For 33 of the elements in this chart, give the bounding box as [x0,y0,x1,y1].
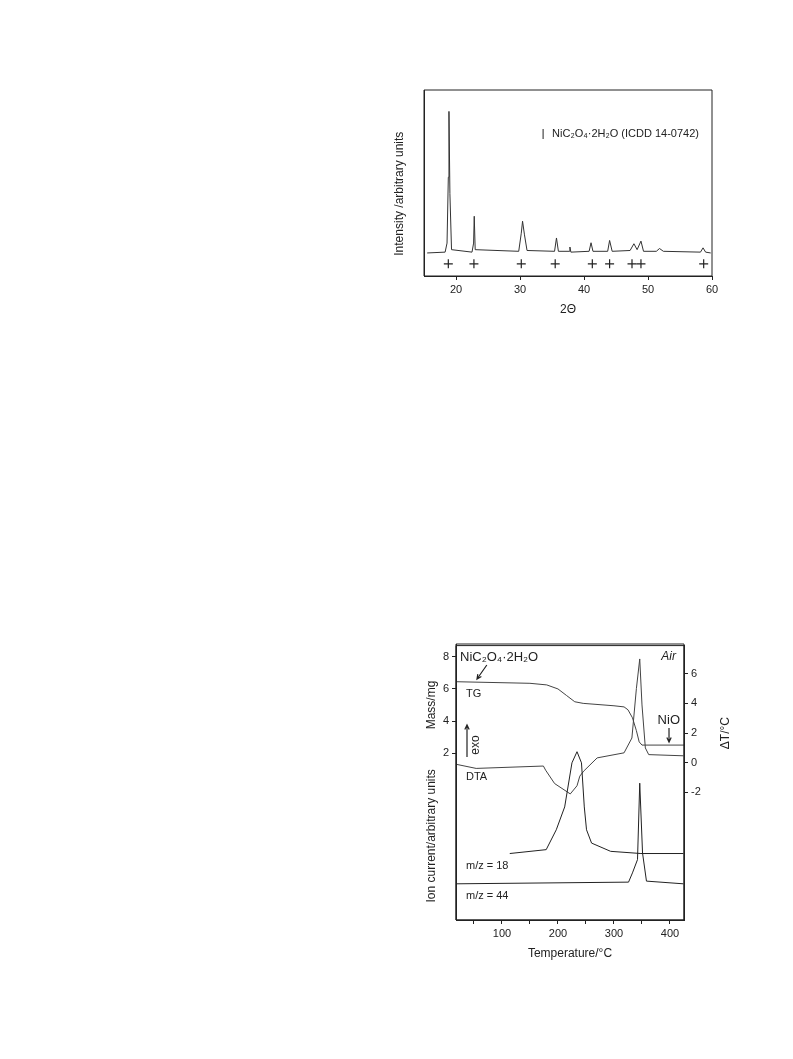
y-tick-label: 8 [442,649,449,662]
x-tick-label: 50 [641,282,655,295]
y2-tick-label: -2 [691,785,701,798]
x-tick-label: 60 [705,282,719,295]
x-tick-label: 100 [492,926,512,939]
y-axis-title: Intensity /arbitrary units [392,131,407,256]
y2-tick-label: 6 [691,666,698,679]
annotation: NiC₂O₄·2H₂O [460,648,539,664]
y-tick-label: 2 [442,746,449,759]
x-axis-title: Temperature/°C [527,946,613,961]
y-axis-title: Mass/mg [424,680,439,730]
series-label: TG [466,687,482,700]
x-tick-label: 200 [548,926,568,939]
y-axis-title: Ion current/arbitrary units [424,769,439,903]
x-tick-label: 400 [660,926,680,939]
series-label: m/z = 44 [466,889,509,902]
x-tick-label: 30 [513,282,527,295]
x-tick-label: 300 [604,926,624,939]
y2-tick-label: 0 [691,755,698,768]
y-tick-label: 6 [442,681,449,694]
legend-label: NiC₂O₄·2H₂O (ICDD 14-0742) [552,127,700,140]
annotation: NiO [657,712,680,728]
x-tick-label: 20 [449,282,463,295]
y-tick-label: 4 [442,714,449,727]
y2-axis-title: ΔT/°C [718,716,733,750]
x-axis-title: 2Θ [559,302,577,317]
y2-tick-label: 2 [691,726,698,739]
y2-tick-label: 4 [691,696,698,709]
series-label: m/z = 18 [466,859,509,872]
annotation: exo [468,734,483,755]
x-tick-label: 40 [577,282,591,295]
annotation: Air [660,648,677,663]
series-label: DTA [466,769,488,782]
